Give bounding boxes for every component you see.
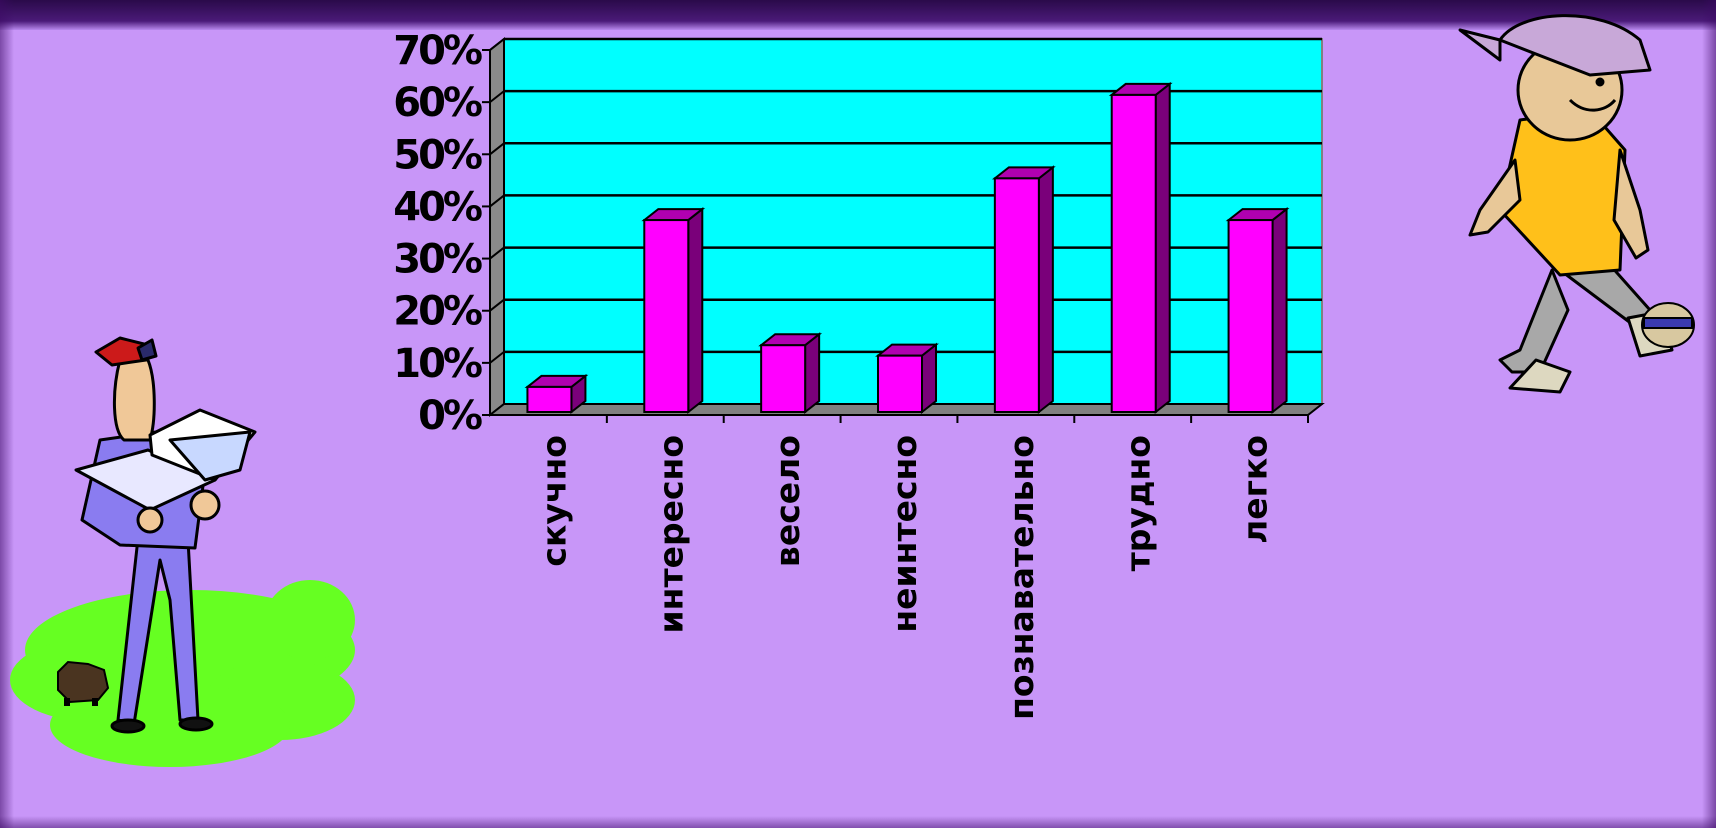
gridline-diagonal [489, 246, 505, 260]
right-edge-shade [1702, 0, 1716, 828]
x-category-label: интересно [651, 435, 690, 633]
x-category-label: весело [768, 435, 807, 567]
bar [526, 385, 573, 413]
y-tick-label: 30% [393, 237, 482, 283]
y-tick-label: 20% [393, 289, 482, 335]
x-category-label: легко [1236, 435, 1275, 544]
bar-side [1154, 81, 1171, 415]
x-category-label: познавательно [1002, 435, 1041, 720]
y-tick-label: 10% [393, 341, 482, 387]
bar [1110, 93, 1157, 414]
bar-side [804, 332, 821, 415]
y-axis-ticks: 0% 10% 20% 30% 40% 50% 60% 70% [393, 28, 1308, 439]
gridline-diagonal [489, 38, 505, 51]
y-tick-label: 70% [393, 28, 482, 74]
y-tick-label: 40% [393, 184, 482, 230]
bar [1227, 219, 1274, 413]
x-axis-labels: скучно интересно весело неинтесно познавател… [534, 415, 1309, 720]
x-category-label: скучно [534, 435, 573, 567]
bar-side [1037, 165, 1054, 415]
bars-group [524, 81, 1290, 415]
gridline-diagonal [489, 298, 505, 312]
top-banner [0, 0, 1716, 30]
bar [877, 354, 923, 413]
bar-side [1271, 207, 1288, 415]
bar [643, 219, 690, 413]
y-tick-label: 0% [418, 393, 482, 439]
gridline-diagonal [489, 194, 505, 208]
left-edge-shade [0, 0, 14, 828]
gridline-diagonal [489, 351, 505, 364]
x-category-label: трудно [1119, 435, 1158, 571]
y-tick-label: 60% [393, 80, 482, 126]
bar [760, 344, 807, 414]
y-tick-label: 50% [393, 132, 482, 178]
gridline-diagonal [489, 90, 505, 103]
bar-side [687, 207, 704, 415]
x-category-label: неинтесно [885, 435, 924, 633]
bar [993, 177, 1040, 413]
bottom-edge-shade [0, 816, 1716, 828]
gridline-diagonal [489, 142, 505, 156]
